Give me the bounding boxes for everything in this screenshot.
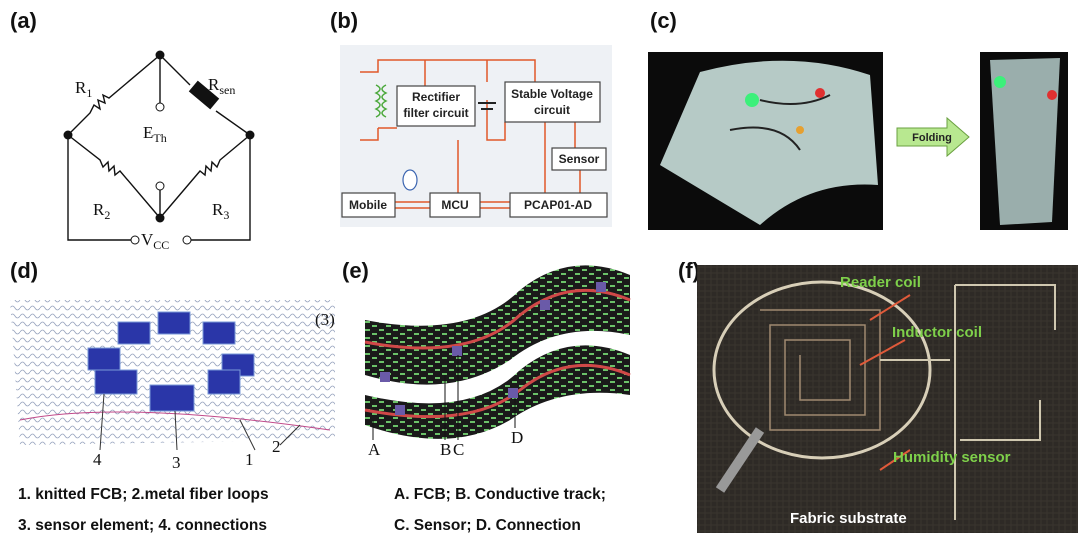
block-label: MCU: [441, 198, 468, 212]
block-label: filter circuit: [403, 106, 468, 120]
component-label: ETh: [143, 123, 167, 145]
annotation: Fabric substrate: [790, 510, 907, 527]
caption-line: 3. sensor element; 4. connections: [18, 517, 267, 534]
panel-label: (b): [330, 8, 358, 33]
callout: 4: [93, 450, 102, 469]
component-label: R3: [212, 200, 229, 222]
block-label: PCAP01-AD: [524, 198, 592, 212]
callout: C: [453, 440, 464, 459]
annotation: Reader coil: [840, 274, 921, 291]
panel-label: (e): [342, 258, 369, 283]
callout: 3: [172, 453, 181, 472]
panel-b: (b) Rectifier filter circuit Stable Volt…: [330, 8, 612, 227]
callout: 2: [272, 437, 281, 456]
panel-c: (c) Folding: [648, 8, 1068, 230]
callout: 1: [245, 450, 254, 469]
panel-d: (d) (3) 4 3 1 2 1. knitted FCB; 2.metal …: [10, 258, 335, 534]
callout: B: [440, 440, 451, 459]
panel-label: (f): [678, 258, 700, 283]
callout: D: [511, 428, 523, 447]
panel-a: (a) R1 Rsen ETh R2 R3 VCC: [10, 8, 255, 252]
caption-line: A. FCB; B. Conductive track;: [394, 486, 606, 503]
panel-label: (d): [10, 258, 38, 283]
block-label: Stable Voltage: [511, 87, 593, 101]
panel-e: (e) A B C D A. FCB; B. Conductive track;…: [342, 258, 630, 534]
block-label: circuit: [534, 103, 570, 117]
component-label: VCC: [141, 230, 169, 252]
arrow-label: Folding: [912, 132, 952, 144]
block-label: Mobile: [349, 198, 387, 212]
annotation: Inductor coil: [892, 324, 982, 341]
component-label: R1: [75, 78, 92, 100]
caption-line: C. Sensor; D. Connection: [394, 517, 581, 534]
panel-label: (c): [650, 8, 677, 33]
panel-label: (a): [10, 8, 37, 33]
block-label: Sensor: [559, 152, 600, 166]
inset-label: (3): [315, 310, 335, 329]
annotation: Humidity sensor: [893, 449, 1011, 466]
caption-line: 1. knitted FCB; 2.metal fiber loops: [18, 486, 269, 503]
callout: A: [368, 440, 381, 459]
panel-f: (f) Reader coil Inductor coil Humidity s…: [678, 258, 1078, 533]
block-label: Rectifier: [412, 90, 460, 104]
figure: (a) R1 Rsen ETh R2 R3 VCC (b) Rectifier …: [0, 0, 1081, 535]
component-label: R2: [93, 200, 110, 222]
component-label: Rsen: [208, 75, 235, 97]
